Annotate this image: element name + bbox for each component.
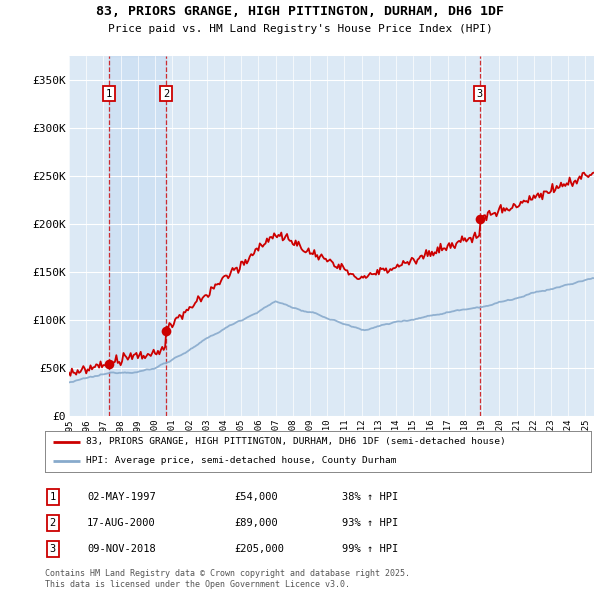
- Text: 09-NOV-2018: 09-NOV-2018: [87, 544, 156, 553]
- Text: 99% ↑ HPI: 99% ↑ HPI: [342, 544, 398, 553]
- Text: 17-AUG-2000: 17-AUG-2000: [87, 518, 156, 527]
- Text: 93% ↑ HPI: 93% ↑ HPI: [342, 518, 398, 527]
- Text: £89,000: £89,000: [234, 518, 278, 527]
- Text: 2: 2: [50, 518, 56, 527]
- Text: Contains HM Land Registry data © Crown copyright and database right 2025.
This d: Contains HM Land Registry data © Crown c…: [45, 569, 410, 589]
- Text: HPI: Average price, semi-detached house, County Durham: HPI: Average price, semi-detached house,…: [86, 456, 397, 466]
- Text: 02-MAY-1997: 02-MAY-1997: [87, 492, 156, 502]
- Text: 3: 3: [50, 544, 56, 553]
- Text: 38% ↑ HPI: 38% ↑ HPI: [342, 492, 398, 502]
- Text: 1: 1: [50, 492, 56, 502]
- Text: 3: 3: [476, 89, 483, 99]
- Text: 2: 2: [163, 89, 169, 99]
- Text: Price paid vs. HM Land Registry's House Price Index (HPI): Price paid vs. HM Land Registry's House …: [107, 24, 493, 34]
- Bar: [109, 56, 166, 416]
- Text: 83, PRIORS GRANGE, HIGH PITTINGTON, DURHAM, DH6 1DF: 83, PRIORS GRANGE, HIGH PITTINGTON, DURH…: [96, 5, 504, 18]
- Text: £54,000: £54,000: [234, 492, 278, 502]
- Text: £205,000: £205,000: [234, 544, 284, 553]
- Text: 83, PRIORS GRANGE, HIGH PITTINGTON, DURHAM, DH6 1DF (semi-detached house): 83, PRIORS GRANGE, HIGH PITTINGTON, DURH…: [86, 437, 506, 447]
- Text: 1: 1: [106, 89, 112, 99]
